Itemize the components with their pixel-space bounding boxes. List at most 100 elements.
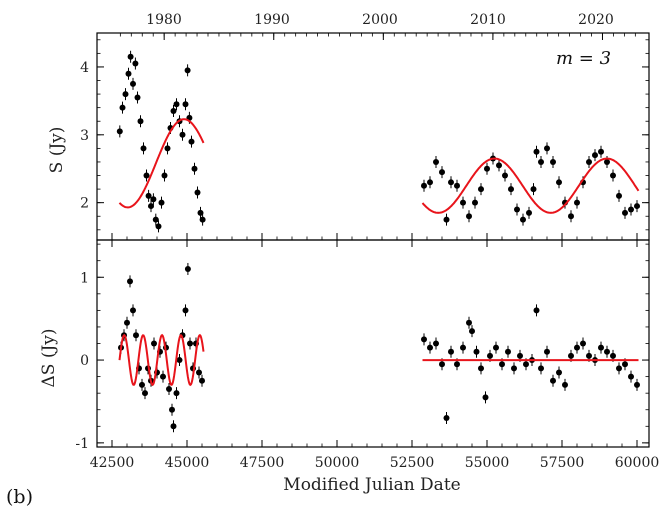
- data-point: [574, 344, 580, 351]
- data-point: [127, 53, 134, 60]
- data-point: [127, 278, 133, 285]
- data-point: [598, 148, 604, 155]
- data-point: [443, 415, 450, 422]
- data-point: [493, 344, 499, 351]
- data-point: [508, 186, 514, 193]
- data-point: [505, 348, 511, 355]
- y-tick-label: 4: [80, 60, 89, 76]
- data-point: [454, 361, 460, 368]
- data-point: [448, 179, 454, 186]
- data-point: [439, 169, 445, 176]
- data-point: [125, 70, 132, 77]
- data-point: [610, 172, 616, 179]
- data-point: [460, 344, 466, 351]
- data-point: [598, 344, 604, 351]
- bottom-panel-frame: [96, 239, 650, 448]
- data-point: [421, 182, 427, 189]
- data-point: [158, 199, 165, 206]
- data-point: [199, 377, 205, 384]
- x-axis-label: Modified Julian Date: [283, 475, 460, 495]
- data-point: [604, 158, 610, 165]
- data-point: [568, 213, 574, 220]
- data-point: [628, 373, 634, 380]
- data-point: [544, 348, 550, 355]
- model-curve: [118, 118, 205, 209]
- x-tick-label: 45000: [165, 455, 210, 471]
- data-point: [161, 172, 168, 179]
- data-point: [130, 307, 136, 314]
- y-tick-label: -1: [75, 436, 89, 452]
- data-point: [151, 340, 157, 347]
- data-point: [466, 213, 472, 220]
- data-point: [188, 138, 195, 145]
- top-y-axis-label: S (Jy): [47, 127, 67, 174]
- data-point: [173, 390, 180, 397]
- data-point: [182, 307, 189, 314]
- x-tick-label: 50000: [315, 455, 360, 471]
- data-point: [133, 332, 139, 339]
- x-tick-label: 52500: [390, 455, 435, 471]
- data-point: [544, 145, 550, 152]
- data-point: [610, 352, 616, 359]
- top-year-label: 1990: [254, 12, 290, 28]
- data-point: [514, 206, 520, 213]
- data-point: [433, 158, 439, 165]
- data-point: [197, 209, 204, 216]
- data-point: [150, 196, 157, 203]
- data-point: [176, 357, 183, 364]
- x-tick-label: 55000: [465, 455, 510, 471]
- data-point: [119, 104, 126, 111]
- data-point: [160, 373, 166, 380]
- top-panel: 2 3 4: [80, 33, 649, 240]
- data-point: [592, 152, 598, 159]
- data-point: [179, 131, 186, 138]
- data-point: [448, 348, 454, 355]
- data-point: [538, 158, 544, 165]
- data-point: [170, 108, 177, 115]
- model-curve: [421, 157, 640, 214]
- data-point: [122, 91, 129, 98]
- data-point: [586, 158, 592, 165]
- data-point: [166, 386, 172, 393]
- data-point: [517, 352, 523, 359]
- y-tick-label: 3: [80, 128, 89, 144]
- data-point: [191, 165, 198, 172]
- data-point: [182, 101, 189, 108]
- top-year-labels: 1980 1990 2000 2010 2020: [146, 12, 614, 28]
- data-point: [194, 189, 201, 196]
- data-point: [520, 216, 526, 223]
- data-point: [502, 172, 508, 179]
- data-point: [628, 206, 634, 213]
- data-point: [616, 192, 622, 199]
- data-point: [184, 67, 191, 74]
- data-point: [169, 406, 175, 413]
- data-point: [487, 352, 493, 359]
- data-point: [116, 128, 123, 135]
- y-tick-label: 1: [80, 270, 89, 286]
- data-point: [526, 209, 532, 216]
- data-point: [124, 319, 130, 326]
- model-curve: [118, 333, 205, 387]
- data-point: [466, 319, 472, 326]
- data-point: [574, 199, 580, 206]
- data-point: [616, 365, 622, 372]
- top-year-label: 2000: [362, 12, 398, 28]
- data-point: [454, 182, 460, 189]
- data-point: [196, 369, 202, 376]
- data-point: [472, 199, 478, 206]
- data-point: [568, 352, 574, 359]
- x-tick-label: 57500: [540, 455, 585, 471]
- data-point: [134, 94, 141, 101]
- data-point: [187, 340, 193, 347]
- data-point: [634, 203, 640, 210]
- data-point: [143, 172, 150, 179]
- x-tick-label: 47500: [240, 455, 285, 471]
- data-point: [523, 361, 529, 368]
- data-point: [155, 223, 162, 230]
- data-point: [484, 165, 490, 172]
- data-point: [137, 118, 144, 125]
- data-point: [622, 361, 628, 368]
- data-point: [427, 344, 433, 351]
- data-point: [478, 365, 484, 372]
- data-point: [130, 80, 136, 87]
